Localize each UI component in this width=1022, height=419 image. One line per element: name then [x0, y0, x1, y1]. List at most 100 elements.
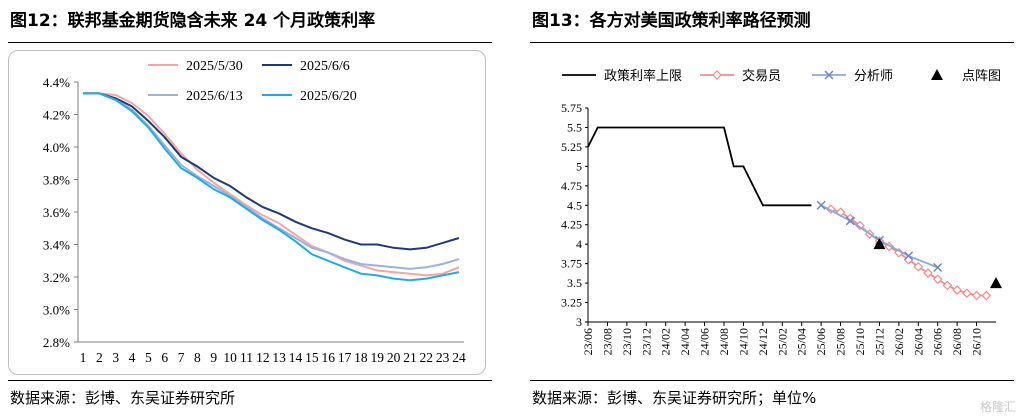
left-top-rule [8, 42, 492, 43]
x-tick-label: 26/06 [931, 328, 945, 355]
x-tick-label: 25/10 [853, 328, 867, 355]
data-marker [712, 70, 722, 80]
x-tick-label: 3 [112, 350, 119, 365]
legend-label: 2025/6/6 [300, 59, 350, 74]
data-marker [981, 290, 992, 301]
data-marker [931, 69, 943, 80]
x-tick-label: 8 [194, 350, 201, 365]
x-tick-label: 18 [354, 350, 368, 365]
left-bottom-rule [8, 380, 492, 381]
x-tick-label: 1 [80, 350, 87, 365]
x-tick-label: 24/06 [698, 328, 712, 355]
x-tick-label: 10 [223, 350, 237, 365]
legend-label: 交易员 [742, 68, 781, 83]
x-tick-label: 25/08 [834, 328, 848, 355]
x-tick-label: 9 [210, 350, 217, 365]
y-tick-label: 4.4% [43, 75, 70, 90]
y-tick-label: 5.75 [561, 101, 582, 115]
y-tick-label: 3.5 [567, 276, 582, 290]
y-tick-label: 4.2% [43, 108, 70, 123]
y-tick-label: 3.6% [43, 205, 70, 220]
data-marker [873, 238, 886, 250]
x-tick-label: 7 [178, 350, 185, 365]
right-chart: 3 3.25 3.5 3.75 4 4.25 4.5 4.75 5 5.25 5.5 5.75 23/0… [561, 68, 1002, 355]
x-tick-label: 24/10 [736, 328, 750, 355]
y-tick-label: 3 [576, 315, 582, 329]
x-tick-label: 26/10 [970, 328, 984, 355]
x-tick-label: 11 [240, 350, 253, 365]
y-tick-label: 4.0% [43, 140, 70, 155]
x-tick-label: 2 [96, 350, 103, 365]
x-tick-label: 13 [272, 350, 286, 365]
data-marker [933, 262, 943, 273]
y-tick-label: 3.2% [43, 270, 70, 285]
y-tick-label: 3.0% [43, 303, 70, 318]
data-marker [845, 216, 855, 226]
y-tick-label: 2.8% [43, 335, 70, 350]
series-line [587, 126, 812, 207]
data-marker [913, 261, 924, 272]
x-tick-label: 26/02 [892, 328, 906, 355]
legend-label: 分析师 [854, 68, 893, 83]
x-tick-label: 24 [452, 350, 466, 365]
y-tick-label: 5.5 [567, 120, 582, 134]
right-source-note: 数据来源：彭博、东吴证券研究所；单位% [532, 389, 817, 407]
x-tick-label: 21 [403, 350, 417, 365]
x-tick-label: 26/08 [950, 328, 964, 355]
left-panel: 图12：联邦基金期货隐含未来 24 个月政策利率 2.8% 3.0% 3.2% 3.4… [0, 0, 500, 419]
x-tick-label: 25/12 [872, 328, 886, 355]
right-chart-title: 图13：各方对美国政策利率路径预测 [532, 11, 811, 31]
data-marker [816, 200, 826, 210]
legend-label: 政策利率上限 [604, 68, 682, 83]
y-tick-label: 4.75 [561, 179, 582, 193]
series-line [83, 92, 460, 282]
series-line [83, 92, 460, 277]
y-tick-label: 4.5 [567, 198, 582, 212]
x-tick-label: 24/12 [756, 328, 770, 355]
right-top-rule [530, 42, 1014, 43]
data-marker [904, 251, 914, 261]
x-tick-label: 24/08 [717, 328, 731, 355]
x-tick-label: 5 [145, 350, 152, 365]
y-tick-label: 4.25 [561, 218, 582, 232]
x-tick-label: 25/04 [795, 328, 809, 355]
series-line [830, 208, 987, 297]
x-tick-label: 25/06 [814, 328, 828, 355]
x-tick-label: 23 [436, 350, 450, 365]
x-tick-label: 4 [129, 350, 136, 365]
data-marker [990, 277, 1002, 289]
data-marker [932, 274, 943, 285]
y-tick-label: 5.25 [561, 140, 582, 154]
left-chart-title: 图12：联邦基金期货隐含未来 24 个月政策利率 [10, 11, 376, 31]
y-tick-label: 5 [576, 159, 582, 173]
legend-label: 2025/6/13 [186, 89, 243, 104]
data-marker [962, 288, 972, 299]
data-marker [971, 290, 982, 301]
x-tick-label: 12 [256, 350, 270, 365]
y-tick-label: 3.75 [561, 257, 582, 271]
x-tick-label: 6 [161, 350, 168, 365]
x-tick-label: 23/10 [620, 328, 634, 355]
x-tick-label: 23/08 [600, 328, 614, 355]
y-tick-label: 3.25 [561, 296, 582, 310]
y-tick-label: 3.4% [43, 238, 70, 253]
right-bottom-rule [530, 380, 1014, 381]
x-tick-label: 17 [338, 350, 352, 365]
x-tick-label: 25/02 [775, 328, 789, 355]
y-tick-label: 3.8% [43, 173, 70, 188]
x-tick-label: 23/06 [581, 328, 595, 355]
y-tick-label: 4 [576, 237, 582, 251]
series-line [83, 92, 460, 251]
x-tick-label: 15 [305, 350, 319, 365]
x-tick-label: 24/04 [678, 328, 692, 355]
right-panel: 图13：各方对美国政策利率路径预测 3 3.25 3.5 3.75 4 4.25 4.5 4.… [522, 0, 1022, 419]
watermark-text: 格隆汇 [979, 400, 1016, 414]
data-marker [855, 220, 865, 231]
legend-label: 2025/5/30 [186, 59, 243, 74]
data-marker [824, 70, 834, 80]
x-tick-label: 14 [289, 350, 303, 365]
data-marker [923, 268, 933, 278]
x-tick-label: 22 [420, 350, 434, 365]
x-tick-label: 20 [387, 350, 401, 365]
x-tick-label: 16 [321, 350, 335, 365]
